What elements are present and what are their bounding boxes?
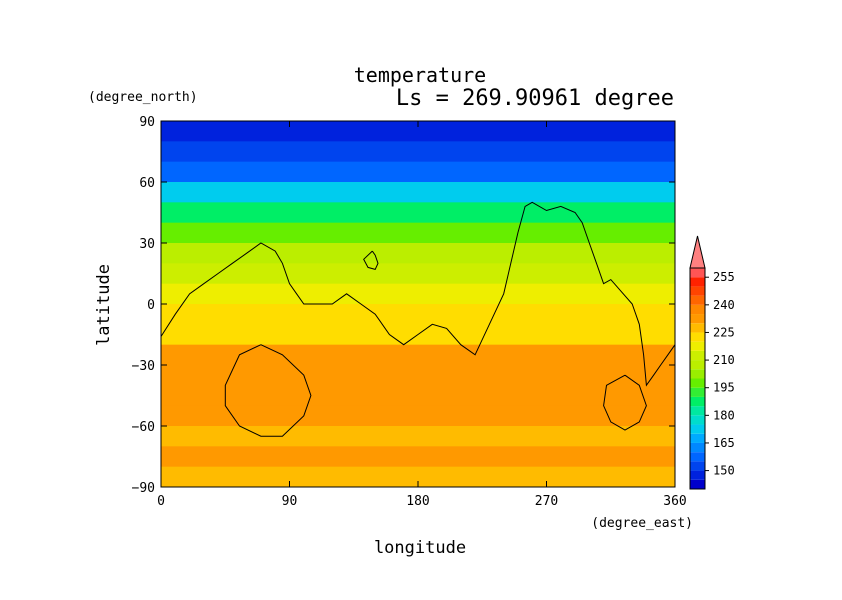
- colorbar-swatch: [690, 286, 705, 296]
- colorbar-swatch: [690, 415, 705, 425]
- colorbar-swatch: [690, 396, 705, 407]
- y-tick-label: 30: [139, 237, 155, 252]
- temperature-band: [161, 405, 675, 427]
- colorbar-swatch: [690, 433, 705, 443]
- chart-title: temperature: [354, 63, 486, 87]
- temperature-band: [161, 344, 675, 366]
- x-tick-label: 270: [535, 494, 558, 509]
- colorbar-swatch: [690, 479, 705, 489]
- temperature-band: [161, 263, 675, 285]
- temperature-field: [161, 121, 675, 487]
- colorbar-swatch: [690, 378, 705, 388]
- colorbar-swatch: [690, 295, 705, 305]
- temperature-band: [161, 161, 675, 183]
- temperature-band: [161, 243, 675, 264]
- x-tick-label: 90: [282, 494, 298, 509]
- colorbar-tick-label: 210: [713, 353, 735, 367]
- temperature-band: [161, 304, 675, 325]
- temperature-band: [161, 182, 675, 203]
- colorbar-swatch: [690, 341, 705, 351]
- colorbar-swatch: [690, 442, 705, 453]
- temperature-band: [161, 283, 675, 305]
- colorbar-swatch: [690, 452, 705, 462]
- y-tick-label: −60: [132, 420, 155, 435]
- x-tick-label: 360: [663, 494, 686, 509]
- colorbar-swatch: [690, 369, 705, 379]
- y-axis-label: latitude: [94, 264, 114, 346]
- colorbar-tick-label: 225: [713, 325, 735, 339]
- colorbar-swatch: [690, 424, 705, 434]
- colorbar-tick-label: 240: [713, 298, 735, 312]
- coastline: [161, 201, 675, 387]
- x-axis-unit: (degree_east): [591, 516, 693, 531]
- colorbar-swatch: [690, 350, 705, 361]
- colorbar-swatch: [690, 332, 705, 342]
- colorbar-swatch: [690, 470, 705, 480]
- colorbar: 150 165 180 195 210 225 240 255: [689, 235, 735, 490]
- colorbar-tick-label: 195: [713, 381, 735, 395]
- colorbar-tick-label: 180: [713, 408, 735, 422]
- colorbar-swatch: [690, 360, 705, 370]
- colorbar-tick-label: 165: [713, 436, 735, 450]
- coastline: [224, 344, 312, 437]
- colorbar-swatch: [690, 304, 705, 315]
- axis-ticks: 0 90 180 270 360 90 60 30 0 −30 −60 −90: [132, 115, 687, 509]
- x-tick-label: 0: [157, 494, 165, 509]
- temperature-band: [161, 202, 675, 224]
- y-tick-label: 90: [139, 115, 155, 130]
- coastline-layer: [161, 201, 675, 437]
- temperature-band: [161, 222, 675, 244]
- colorbar-swatch: [690, 314, 705, 324]
- x-axis-label: longitude: [374, 538, 466, 558]
- temperature-band: [161, 426, 675, 447]
- chart-subtitle: Ls = 269.90961 degree: [396, 86, 674, 111]
- y-tick-label: −90: [132, 481, 155, 496]
- colorbar-swatch: [690, 387, 705, 397]
- coastline: [363, 250, 379, 270]
- colorbar-swatch: [690, 323, 705, 333]
- colorbar-tick-label: 255: [713, 270, 735, 284]
- colorbar-swatch: [690, 277, 705, 287]
- y-tick-label: 0: [147, 298, 155, 313]
- temperature-band: [161, 141, 675, 163]
- colorbar-overflow-arrow: [689, 235, 706, 269]
- temperature-band: [161, 446, 675, 468]
- y-tick-label: 60: [139, 176, 155, 191]
- y-tick-label: −30: [132, 359, 155, 374]
- colorbar-swatch: [690, 406, 705, 416]
- temperature-band: [161, 365, 675, 386]
- colorbar-tick-label: 150: [713, 464, 735, 478]
- temperature-band: [161, 385, 675, 407]
- colorbar-swatch: [690, 268, 705, 278]
- coastline: [603, 374, 647, 431]
- colorbar-swatch: [690, 461, 705, 471]
- y-axis-unit: (degree_north): [88, 90, 198, 105]
- x-tick-label: 180: [406, 494, 429, 509]
